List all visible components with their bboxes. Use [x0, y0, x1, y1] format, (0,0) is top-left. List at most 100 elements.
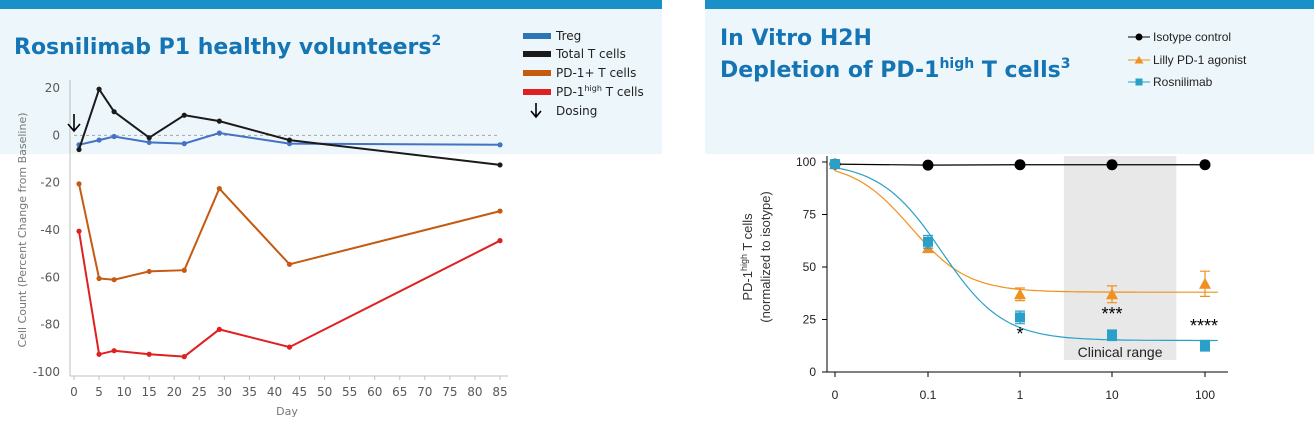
significance-label: * — [1016, 324, 1023, 344]
right-chart-title-line1: In Vitro H2H — [720, 26, 872, 51]
left-x-tick-label: 45 — [292, 385, 307, 399]
right-y-tick-label: 50 — [803, 260, 817, 274]
dosing-arrow-icon — [67, 114, 81, 133]
data-point — [76, 146, 82, 153]
data-point — [216, 118, 222, 124]
data-point — [111, 133, 117, 140]
data-point — [497, 162, 503, 168]
data-point — [111, 348, 117, 354]
left-line-chart: 20 0 -20 -40 -60 -80 -100 0 5 10 15 20 25 30 35 40 45 50 5… — [16, 80, 508, 418]
left-x-tick-label: 25 — [192, 385, 207, 399]
marker-lilly — [1106, 288, 1118, 300]
marker-isotype — [1014, 159, 1026, 171]
right-x-tick-label: 100 — [1195, 388, 1215, 402]
right-title-line2-pre: Depletion of PD-1 — [720, 58, 940, 83]
data-point — [96, 351, 102, 357]
left-y-tick-label: -40 — [40, 223, 60, 237]
data-point — [286, 261, 293, 267]
right-chart-title-line2: Depletion of PD-1high T cells3 — [720, 56, 1070, 83]
right-y-tick-label: 75 — [803, 208, 817, 222]
fit-curve-lilly — [834, 164, 1218, 293]
marker-rosnilimab — [830, 159, 840, 170]
right-y-tick-label: 25 — [803, 313, 817, 327]
left-x-tick-label: 20 — [167, 385, 182, 399]
right-y-axis-title-line2: (normalized to isotype) — [758, 191, 773, 323]
left-x-tick-label: 80 — [467, 385, 482, 399]
left-x-tick-label: 85 — [492, 385, 507, 399]
data-point — [216, 326, 222, 332]
legend-label: Rosnilimab — [1153, 75, 1213, 89]
data-point — [286, 137, 293, 143]
background-wash-left — [0, 9, 662, 154]
right-x-tick-label: 0.1 — [920, 388, 937, 402]
data-point — [146, 139, 152, 146]
left-title-text: Rosnilimab P1 healthy volunteers — [14, 35, 432, 60]
legend-label: Total T cells — [555, 47, 626, 61]
left-y-axis-title: Cell Count (Percent Change from Baseline… — [16, 112, 29, 347]
left-x-tick-label: 60 — [367, 385, 382, 399]
significance-label: **** — [1190, 316, 1218, 336]
left-x-tick-label: 75 — [442, 385, 457, 399]
data-point — [216, 130, 222, 136]
left-x-tick-label: 10 — [116, 385, 131, 399]
legend-swatch — [523, 51, 551, 57]
marker-rosnilimab — [1015, 312, 1025, 323]
left-y-tick-label: 0 — [52, 128, 60, 142]
right-title-line1-text: In Vitro H2H — [720, 26, 872, 51]
data-point — [96, 275, 102, 282]
right-x-tick-label: 1 — [1017, 388, 1024, 402]
data-point — [96, 86, 102, 92]
left-x-tick-label: 50 — [317, 385, 332, 399]
marker-lilly — [1014, 288, 1026, 300]
data-point — [181, 141, 187, 147]
left-x-tick-label: 0 — [70, 385, 78, 399]
left-x-tick-label: 15 — [142, 385, 157, 399]
marker-isotype — [1106, 159, 1118, 171]
legend-swatch — [523, 33, 551, 39]
left-y-tick-label: -20 — [40, 176, 60, 190]
data-point — [111, 109, 117, 115]
series-line-treg — [78, 131, 501, 146]
legend-label-pd1high: PD-1high T cells — [556, 84, 644, 99]
clinical-range-band — [1063, 156, 1177, 360]
legend-label: Isotype control — [1153, 30, 1231, 44]
marker-rosnilimab — [1200, 340, 1210, 351]
data-point — [111, 277, 117, 283]
data-point — [181, 354, 187, 360]
left-title-footnote: 2 — [431, 33, 442, 49]
legend-label: PD-1+ T cells — [556, 66, 636, 80]
left-y-tick-label: -60 — [40, 270, 60, 284]
legend-swatch — [523, 70, 551, 76]
left-x-tick-label: 65 — [392, 385, 407, 399]
legend-marker-circle — [1135, 33, 1143, 41]
series-line-total-t-cells — [78, 86, 501, 166]
legend-label: Lilly PD-1 agonist — [1153, 53, 1247, 67]
right-y-axis-title: PD-1high T cells — [739, 213, 755, 301]
data-point — [146, 351, 152, 357]
data-point — [146, 268, 152, 275]
left-y-tick-label: -80 — [40, 318, 60, 332]
series-line-pd-1high-t-cells — [78, 231, 501, 358]
legend-swatch — [523, 89, 551, 95]
marker-rosnilimab — [923, 236, 933, 247]
data-point — [76, 181, 82, 187]
left-x-tick-label: 70 — [417, 385, 432, 399]
header-bar-left — [0, 0, 662, 9]
legend-dosing-arrow-icon — [530, 103, 542, 119]
left-chart-title: Rosnilimab P1 healthy volunteers2 — [14, 33, 441, 60]
data-point — [181, 112, 187, 118]
right-x-tick-label: 0 — [832, 388, 839, 402]
marker-lilly — [1199, 277, 1211, 289]
left-y-tick-label: -100 — [33, 365, 60, 379]
data-point — [497, 142, 503, 148]
clinical-range-label: Clinical range — [1078, 344, 1163, 360]
left-x-tick-label: 30 — [217, 385, 232, 399]
data-point — [181, 267, 187, 273]
data-point — [96, 137, 102, 143]
marker-rosnilimab — [1107, 330, 1117, 341]
right-title-line2-post: T cells — [974, 58, 1061, 83]
data-point — [286, 344, 293, 350]
marker-isotype — [1199, 159, 1211, 171]
left-x-tick-label: 35 — [242, 385, 257, 399]
